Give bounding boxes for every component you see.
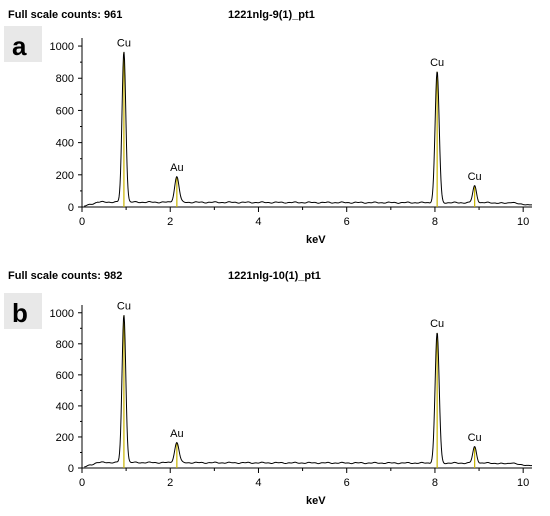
x-axis-label-a: keV [306,234,326,246]
spectrum-line-b [84,315,533,468]
x-tick-label-a: 0 [79,216,85,228]
full-scale-counts-a: Full scale counts: 961 [8,9,122,21]
y-tick-label-a: 600 [56,105,74,117]
spectrum-panel-a: Full scale counts: 961 1221nlg-9(1)_pt1 … [4,9,533,246]
sample-name-b: 1221nlg-10(1)_pt1 [228,270,321,282]
peak-label-b: Cu [430,318,444,330]
x-tick-label-a: 4 [255,216,261,228]
x-axis-label-b: keV [306,495,326,507]
y-tick-label-a: 800 [56,73,74,85]
y-tick-label-a: 400 [56,138,74,150]
y-tick-label-b: 600 [56,370,74,382]
x-tick-label-b: 10 [517,477,529,489]
y-tick-label-a: 1000 [50,41,74,53]
y-tick-label-b: 0 [68,463,74,475]
plot-area-b: 0 200 400 600 800 1000 0 2 4 6 8 10 keV Cu Au Cu Cu [50,301,533,507]
y-tick-label-b: 800 [56,339,74,351]
panel-letter-b: b [12,298,28,328]
peak-label-a: Cu [430,57,444,69]
peak-label-b: Au [170,428,183,440]
spectrum-panel-b: Full scale counts: 982 1221nlg-10(1)_pt1… [4,270,533,507]
peak-label-b: Cu [117,301,131,313]
x-tick-label-a: 2 [167,216,173,228]
peak-label-b: Cu [468,432,482,444]
y-tick-label-a: 0 [68,202,74,214]
panel-letter-bg-b [4,293,42,329]
y-tick-label-b: 200 [56,432,74,444]
peak-label-a: Cu [117,37,131,49]
x-tick-label-b: 8 [432,477,438,489]
y-tick-label-b: 1000 [50,308,74,320]
y-tick-label-a: 200 [56,170,74,182]
x-tick-label-b: 4 [255,477,261,489]
x-tick-label-b: 2 [167,477,173,489]
panel-letter-a: a [12,31,27,61]
panel-letter-bg-a [4,26,42,62]
peak-label-a: Cu [468,171,482,183]
peak-label-a: Au [170,162,183,174]
x-tick-label-a: 8 [432,216,438,228]
spectrum-line-a [84,51,533,207]
x-tick-label-a: 10 [517,216,529,228]
plot-area-a: 0 200 400 600 800 1000 0 2 4 6 8 10 keV Cu Au Cu Cu [50,37,533,246]
y-tick-label-b: 400 [56,401,74,413]
x-tick-label-b: 6 [344,477,350,489]
full-scale-counts-b: Full scale counts: 982 [8,270,122,282]
x-tick-label-a: 6 [344,216,350,228]
x-tick-label-b: 0 [79,477,85,489]
sample-name-a: 1221nlg-9(1)_pt1 [228,9,315,21]
